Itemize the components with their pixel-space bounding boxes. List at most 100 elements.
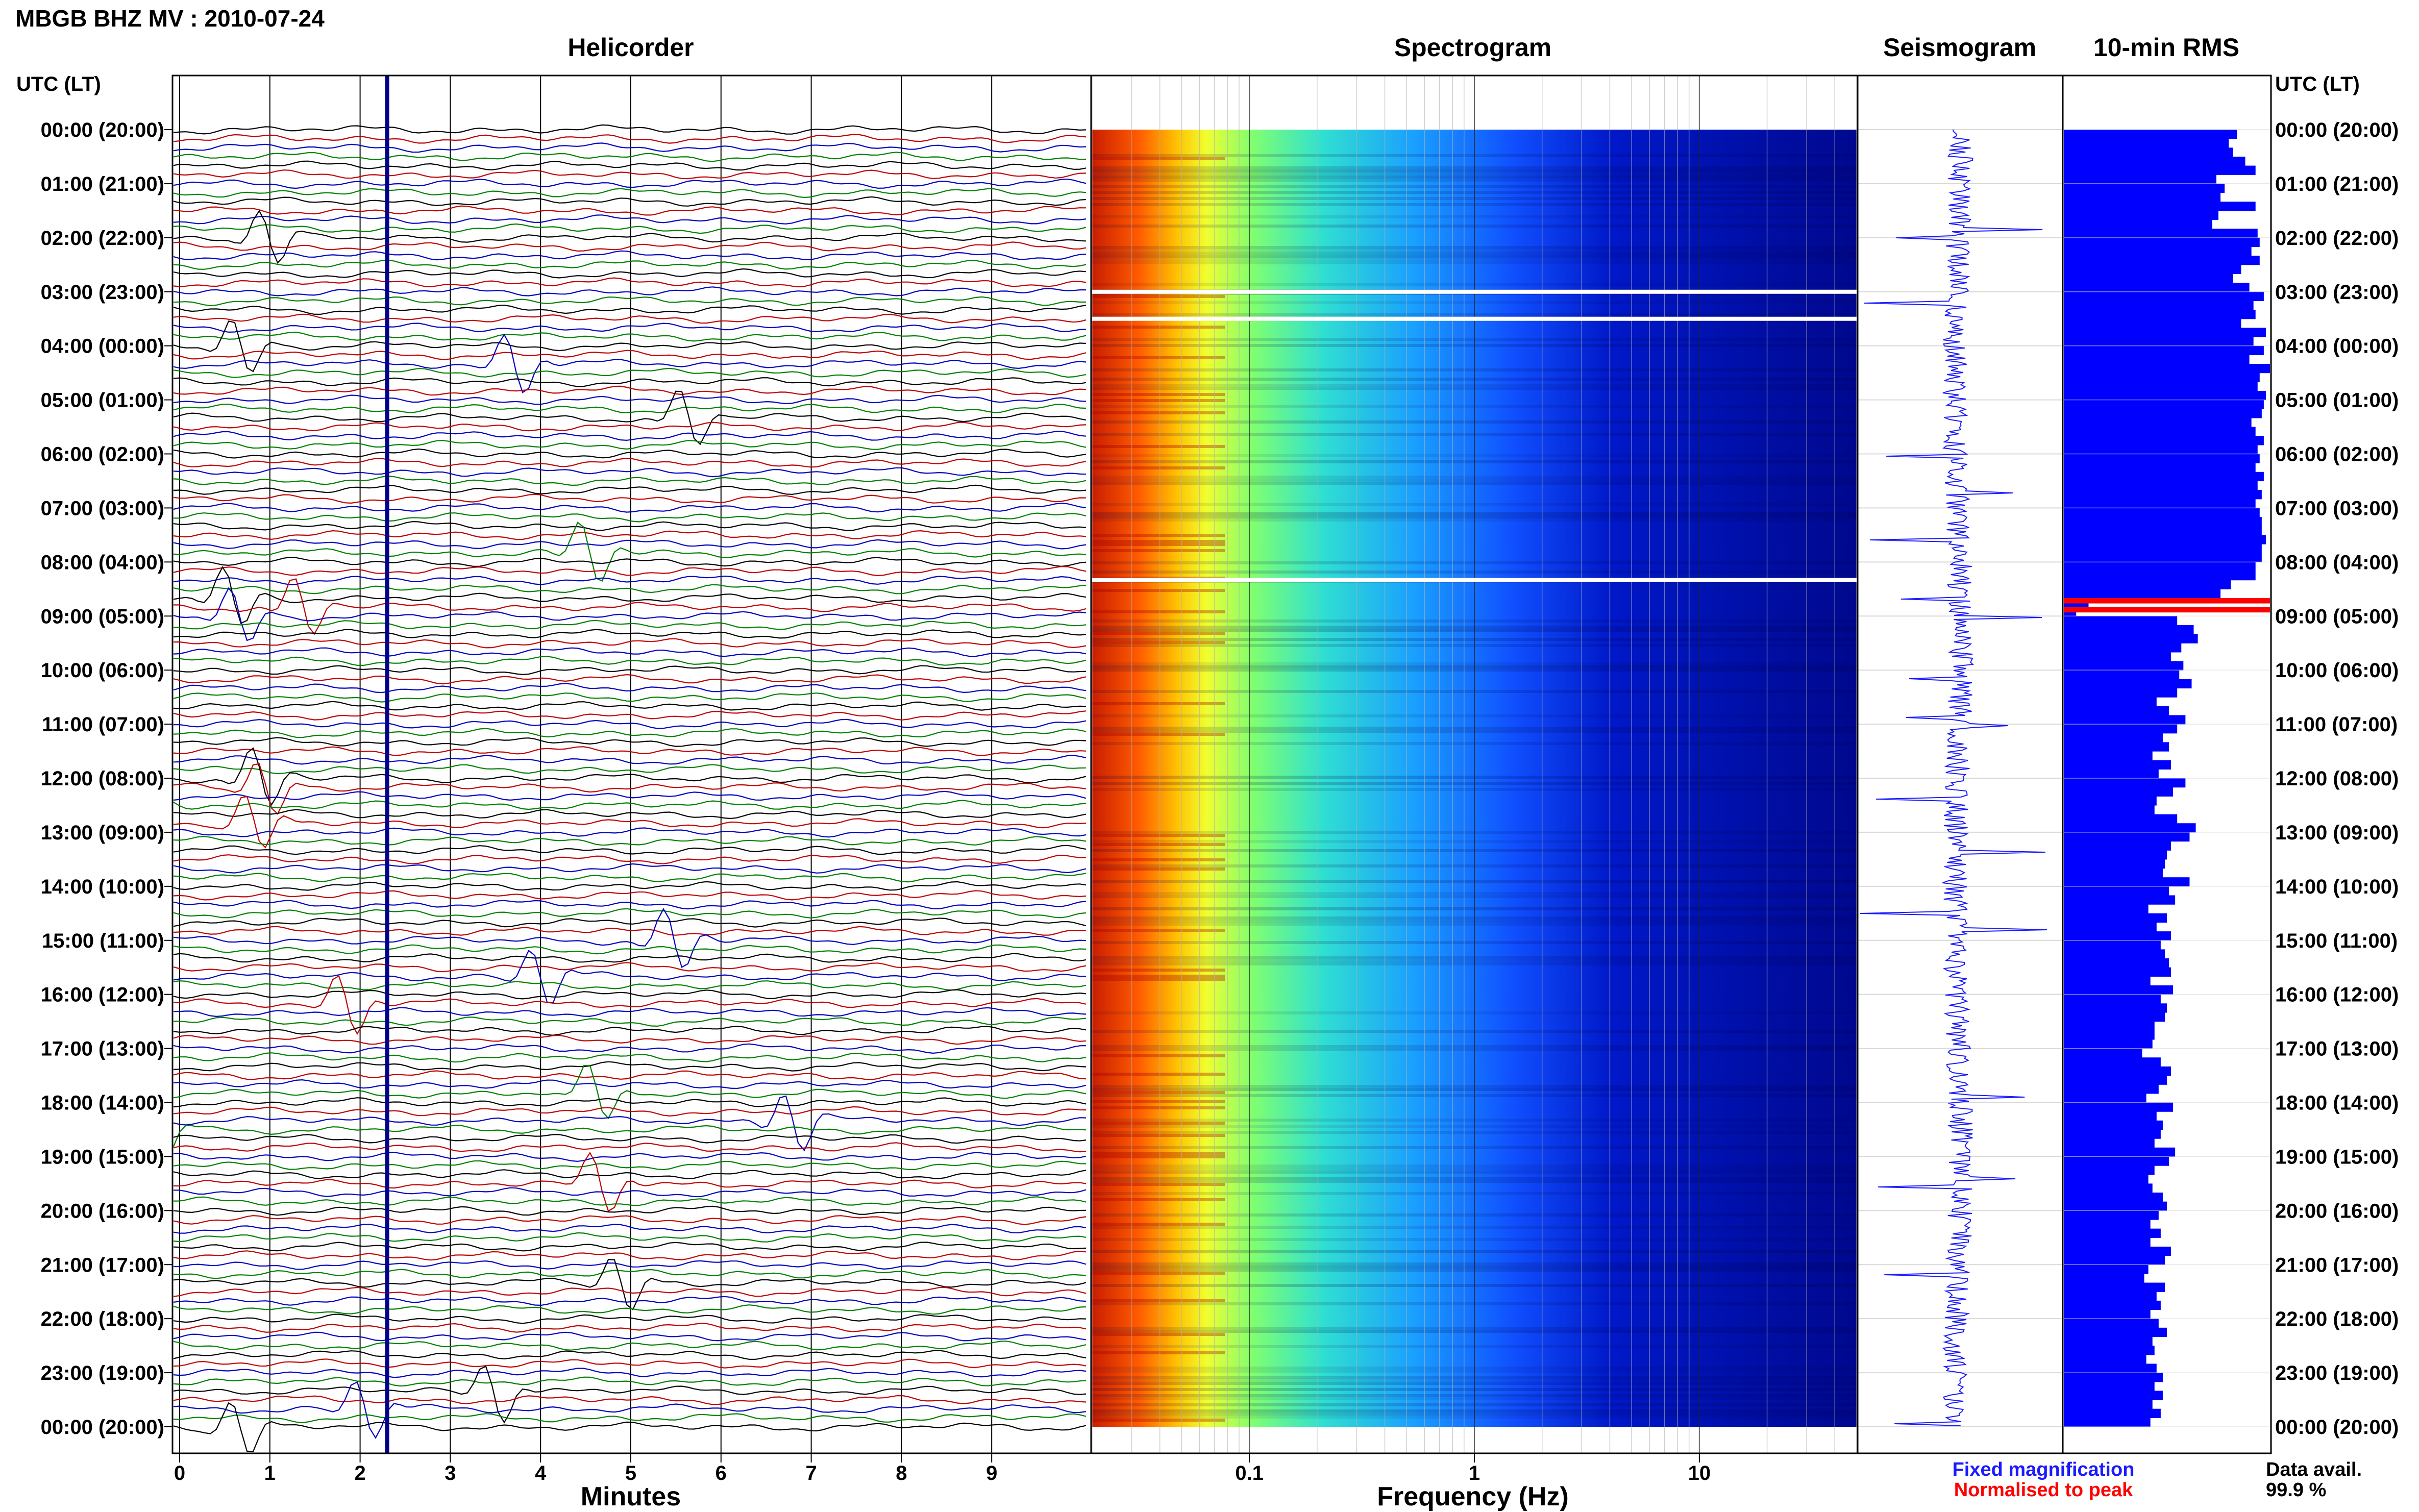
helicorder-trace <box>173 710 1087 721</box>
time-tick-label-right: 03:00 (23:00) <box>2275 281 2399 304</box>
rms-bar <box>2064 256 2260 265</box>
helicorder-trace <box>173 1296 1087 1306</box>
time-tick-label-left: 08:00 (04:00) <box>41 551 164 574</box>
seismogram-trace <box>1860 129 2047 1426</box>
rms-bar <box>2064 1336 2153 1346</box>
helicorder-trace <box>173 331 1087 342</box>
rms-bar <box>2064 1057 2161 1067</box>
rms-bar <box>2064 634 2198 643</box>
helicorder-trace <box>173 890 1087 901</box>
time-tick-label-left: 02:00 (22:00) <box>41 227 164 250</box>
rms-bar <box>2064 274 2233 283</box>
rms-bar <box>2064 751 2153 761</box>
spectrogram-row-highlight <box>1092 1134 1225 1137</box>
time-tick-label-left: 16:00 (12:00) <box>41 984 164 1006</box>
rms-bar <box>2064 535 2266 544</box>
time-tick-label-right: 19:00 (15:00) <box>2275 1146 2399 1168</box>
time-tick-label-left: 03:00 (23:00) <box>41 281 164 304</box>
rms-bar <box>2064 616 2178 626</box>
helicorder-trace <box>173 1152 1087 1162</box>
helicorder-x-tick-label: 6 <box>715 1462 727 1484</box>
helicorder-trace <box>173 440 1087 450</box>
time-tick-label-left: 12:00 (08:00) <box>41 767 164 790</box>
helicorder-trace <box>173 809 1087 820</box>
helicorder-trace <box>173 873 1087 883</box>
helicorder-trace <box>173 1095 1087 1152</box>
spectrogram-row-highlight <box>1092 1100 1225 1103</box>
spectrogram-row-highlight <box>1092 589 1225 592</box>
rms-bar <box>2064 625 2194 635</box>
helicorder-trace <box>173 900 1087 910</box>
helicorder-trace <box>173 950 1086 1003</box>
spectrogram-row-highlight <box>1092 1152 1225 1155</box>
rms-bar <box>2064 517 2262 527</box>
rms-bar <box>2064 130 2237 139</box>
time-tick-label-right: 16:00 (12:00) <box>2275 984 2399 1006</box>
rms-bar <box>2064 1093 2146 1103</box>
helicorder-trace <box>173 656 1087 666</box>
rms-bar <box>2064 589 2221 599</box>
spectrogram-row-highlight <box>1092 466 1225 469</box>
helicorder-trace <box>173 196 1087 207</box>
rms-bar <box>2064 1201 2167 1211</box>
spectrogram-data-gap <box>1092 316 1857 321</box>
helicorder-trace <box>173 800 1087 810</box>
rms-bar <box>2064 1075 2167 1085</box>
rms-bar <box>2064 192 2221 202</box>
helicorder-trace <box>173 1142 1087 1153</box>
rms-bar <box>2064 1265 2149 1274</box>
rms-bar <box>2064 355 2250 364</box>
rms-bar <box>2064 417 2252 428</box>
spectrogram-row-highlight <box>1092 543 1225 546</box>
helicorder-trace <box>173 728 1087 738</box>
spectrogram-row-highlight <box>1092 867 1225 871</box>
helicorder-trace <box>173 790 1087 801</box>
helicorder-trace <box>173 320 1087 373</box>
helicorder-trace <box>173 692 1087 703</box>
rms-bar <box>2064 210 2218 220</box>
rms-bar <box>2064 264 2241 275</box>
spectrogram-row-highlight <box>1092 843 1225 846</box>
rms-bar <box>2064 310 2256 319</box>
rms-bar <box>2064 1273 2144 1283</box>
rms-bar <box>2064 291 2264 301</box>
helicorder-trace <box>173 764 1087 775</box>
rms-bar <box>2064 472 2264 482</box>
helicorder-trace <box>173 796 1087 849</box>
rms-bar <box>2064 1346 2155 1355</box>
rms-bar <box>2064 481 2258 490</box>
helicorder-trace <box>173 448 1087 459</box>
spectrogram-row-highlight <box>1092 1073 1225 1076</box>
rms-bar <box>2064 1174 2149 1184</box>
rms-bar <box>2064 175 2216 184</box>
helicorder-trace <box>173 1323 1087 1333</box>
seismogram-panel <box>1858 76 2063 1453</box>
helicorder-trace <box>173 1034 1087 1045</box>
helicorder-trace <box>173 863 1087 874</box>
helicorder-trace <box>173 556 1087 567</box>
rms-bar <box>2064 382 2258 391</box>
helicorder-trace <box>173 1331 1087 1342</box>
helicorder-trace <box>173 350 1087 360</box>
helicorder-trace <box>173 1070 1087 1080</box>
rms-bar <box>2064 229 2258 238</box>
spectrogram-row-highlight <box>1092 1419 1225 1422</box>
helicorder-trace <box>174 1260 1087 1270</box>
helicorder-trace <box>173 1052 1087 1063</box>
legend-normalised-to-peak: Normalised to peak <box>1954 1479 2133 1501</box>
rms-bar <box>2064 427 2256 436</box>
rms-bar <box>2064 661 2184 671</box>
rms-peak-marker <box>2064 607 2270 613</box>
rms-bar <box>2064 1228 2161 1238</box>
helicorder-trace <box>173 512 1087 523</box>
rms-bar <box>2064 1021 2155 1031</box>
spectrogram-row-highlight <box>1092 641 1225 644</box>
helicorder-trace <box>173 178 1087 189</box>
helicorder-trace <box>173 1358 1087 1369</box>
helicorder-trace <box>173 467 1087 478</box>
helicorder-trace <box>173 701 1087 711</box>
rms-title: 10-min RMS <box>2093 33 2239 62</box>
rms-bar <box>2064 571 2256 581</box>
helicorder-trace <box>173 367 1087 378</box>
